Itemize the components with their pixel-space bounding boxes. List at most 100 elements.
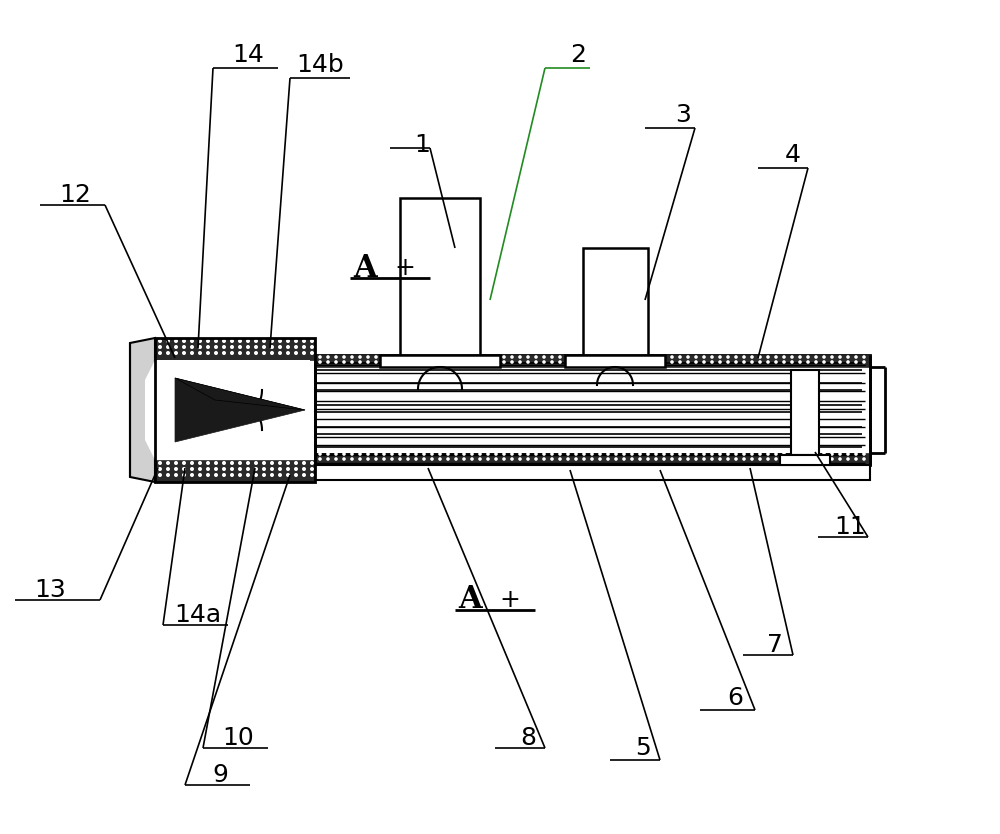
Circle shape	[582, 360, 586, 364]
Circle shape	[198, 351, 202, 355]
Circle shape	[422, 457, 426, 461]
Bar	[780, 455, 830, 465]
Circle shape	[158, 339, 162, 343]
Circle shape	[430, 452, 434, 456]
Circle shape	[406, 452, 410, 456]
Text: 14b: 14b	[296, 53, 344, 77]
Circle shape	[318, 360, 322, 364]
Text: 11: 11	[834, 515, 866, 539]
Circle shape	[254, 461, 258, 465]
Circle shape	[702, 457, 706, 461]
Circle shape	[238, 473, 242, 477]
Circle shape	[310, 467, 314, 471]
Circle shape	[390, 355, 394, 359]
Circle shape	[238, 345, 242, 349]
Circle shape	[286, 467, 290, 471]
Circle shape	[502, 452, 506, 456]
Circle shape	[550, 457, 554, 461]
Circle shape	[630, 457, 634, 461]
Circle shape	[278, 351, 282, 355]
Circle shape	[206, 461, 210, 465]
Circle shape	[838, 360, 842, 364]
Circle shape	[398, 360, 402, 364]
Circle shape	[862, 360, 866, 364]
Circle shape	[190, 473, 194, 477]
Circle shape	[558, 452, 562, 456]
Circle shape	[190, 467, 194, 471]
Circle shape	[374, 355, 378, 359]
Circle shape	[542, 355, 546, 359]
Circle shape	[430, 457, 434, 461]
Circle shape	[374, 360, 378, 364]
Circle shape	[174, 473, 178, 477]
Circle shape	[190, 345, 194, 349]
Circle shape	[510, 355, 514, 359]
Circle shape	[854, 360, 858, 364]
Circle shape	[246, 461, 250, 465]
Circle shape	[518, 355, 522, 359]
Circle shape	[158, 473, 162, 477]
Circle shape	[582, 452, 586, 456]
Text: 6: 6	[727, 686, 743, 710]
Circle shape	[782, 360, 786, 364]
Circle shape	[262, 339, 266, 343]
Circle shape	[718, 360, 722, 364]
Circle shape	[726, 452, 730, 456]
Circle shape	[574, 457, 578, 461]
Circle shape	[230, 467, 234, 471]
Circle shape	[830, 355, 834, 359]
Circle shape	[566, 457, 570, 461]
Circle shape	[246, 339, 250, 343]
Circle shape	[462, 360, 466, 364]
Circle shape	[630, 360, 634, 364]
Circle shape	[262, 351, 266, 355]
Circle shape	[246, 345, 250, 349]
Circle shape	[750, 360, 754, 364]
Circle shape	[678, 360, 682, 364]
Circle shape	[438, 457, 442, 461]
Circle shape	[654, 355, 658, 359]
Circle shape	[646, 457, 650, 461]
Circle shape	[550, 355, 554, 359]
Circle shape	[606, 457, 610, 461]
Circle shape	[774, 360, 778, 364]
Circle shape	[574, 360, 578, 364]
Circle shape	[542, 457, 546, 461]
Circle shape	[542, 360, 546, 364]
Circle shape	[422, 355, 426, 359]
Circle shape	[438, 355, 442, 359]
Circle shape	[158, 467, 162, 471]
Circle shape	[582, 355, 586, 359]
Circle shape	[350, 360, 354, 364]
Bar	[565, 355, 665, 367]
Circle shape	[694, 452, 698, 456]
Circle shape	[166, 467, 170, 471]
Circle shape	[238, 461, 242, 465]
Circle shape	[822, 457, 826, 461]
Circle shape	[302, 467, 306, 471]
Circle shape	[686, 355, 690, 359]
Circle shape	[766, 360, 770, 364]
Circle shape	[166, 345, 170, 349]
Circle shape	[166, 339, 170, 343]
Circle shape	[598, 457, 602, 461]
Circle shape	[174, 339, 178, 343]
Circle shape	[838, 457, 842, 461]
Circle shape	[702, 355, 706, 359]
Circle shape	[662, 355, 666, 359]
Circle shape	[550, 360, 554, 364]
Circle shape	[286, 473, 290, 477]
Circle shape	[286, 461, 290, 465]
Circle shape	[358, 355, 362, 359]
Circle shape	[318, 355, 322, 359]
Circle shape	[174, 461, 178, 465]
Circle shape	[366, 452, 370, 456]
Bar	[315, 465, 870, 480]
Circle shape	[670, 355, 674, 359]
Circle shape	[726, 360, 730, 364]
Circle shape	[574, 452, 578, 456]
Circle shape	[190, 461, 194, 465]
Circle shape	[462, 457, 466, 461]
Circle shape	[166, 461, 170, 465]
Circle shape	[806, 457, 810, 461]
